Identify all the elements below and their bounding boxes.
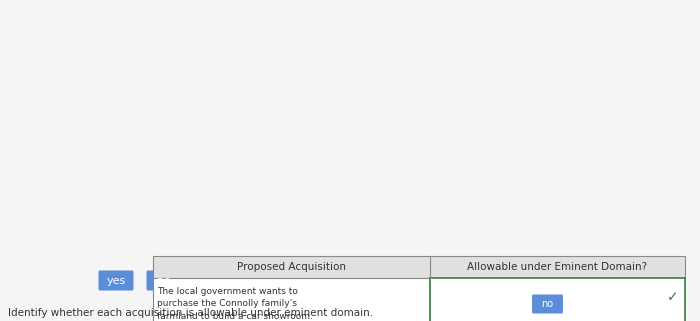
FancyBboxPatch shape [99, 271, 134, 291]
FancyBboxPatch shape [532, 294, 563, 314]
Text: no: no [157, 275, 171, 285]
Text: yes: yes [106, 275, 125, 285]
Text: Proposed Acquisition: Proposed Acquisition [237, 262, 346, 272]
Text: Allowable under Eminent Domain?: Allowable under Eminent Domain? [468, 262, 648, 272]
Text: The local government wants to
purchase the Connolly family’s
farmland to build a: The local government wants to purchase t… [157, 287, 313, 321]
Bar [153, 256, 685, 278]
Text: ✓: ✓ [667, 290, 679, 304]
Bar [153, 278, 430, 321]
Bar [430, 278, 685, 321]
FancyBboxPatch shape [146, 271, 181, 291]
Text: no: no [541, 299, 554, 309]
Text: Identify whether each acquisition is allowable under eminent domain.: Identify whether each acquisition is all… [8, 308, 373, 318]
